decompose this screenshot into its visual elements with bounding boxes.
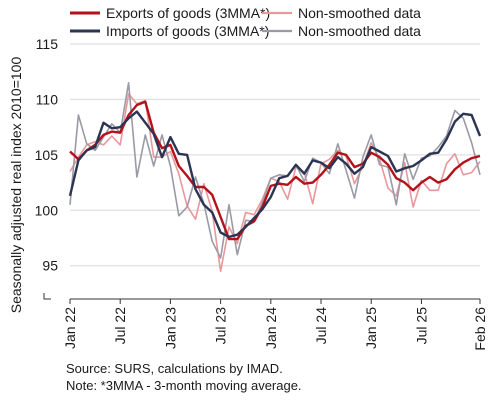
x-axis-ticks: Jan 22 Jul 22 Jan 23 Jul 23 Jan 24 Jul 24 Jan …: [62, 299, 488, 351]
x-tick-label: Jul 22: [112, 307, 128, 345]
chart-notes: Source: SURS, calculations by IMAD. Note…: [66, 360, 302, 394]
gridlines: [70, 43, 480, 267]
source-note: Source: SURS, calculations by IMAD.: [66, 361, 283, 376]
y-axis-title: Seasonally adjusted real index 2010=100: [8, 57, 24, 314]
x-tick-label: Jul 23: [213, 307, 229, 345]
legend-imports-nonsmoothed-label: Non-smoothed data: [298, 23, 421, 39]
y-tick-label: 95: [42, 258, 58, 274]
x-tick-label: Jul 25: [413, 307, 429, 345]
imports-3mma-line: [68, 110, 482, 239]
x-tick-label: Jan 22: [62, 307, 78, 349]
legend-imports-3mma-label: Imports of goods (3MMA*): [106, 23, 269, 39]
axis-break-icon: [43, 293, 51, 300]
x-tick-label: Jan 25: [363, 307, 379, 349]
legend-exports-nonsmoothed-label: Non-smoothed data: [298, 5, 421, 21]
legend: Exports of goods (3MMA*) Non-smoothed dat…: [70, 5, 421, 39]
x-tick-label: Jan 23: [162, 307, 178, 349]
footnote: Note: *3MMA - 3-month moving average.: [66, 378, 302, 393]
x-tick-label: Jan 24: [263, 307, 279, 349]
imports-nonsmoothed-line: [69, 82, 481, 259]
y-tick-label: 100: [35, 202, 59, 218]
series-lines: [68, 82, 482, 273]
y-tick-label: 105: [35, 147, 59, 163]
legend-exports-3mma-label: Exports of goods (3MMA*): [106, 5, 270, 21]
y-tick-label: 110: [36, 91, 59, 107]
y-axis-ticks: 115 110 105 100 95: [35, 36, 59, 274]
y-tick-label: 115: [36, 36, 59, 52]
x-tick-label: Feb 26: [472, 307, 488, 351]
x-tick-label: Jul 24: [313, 307, 329, 345]
